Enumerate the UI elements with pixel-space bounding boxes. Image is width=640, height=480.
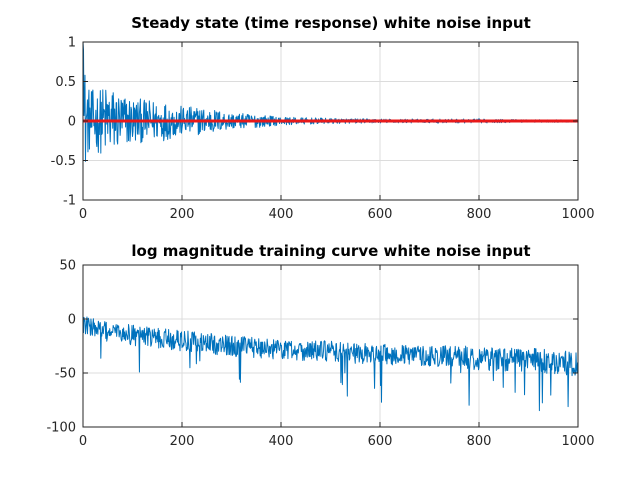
x-tick-label: 600 — [368, 434, 393, 449]
series-log-magnitude — [82, 316, 579, 412]
y-tick-label: 0.5 — [55, 75, 76, 90]
x-tick-label: 0 — [79, 434, 87, 449]
y-tick-label: -1 — [63, 194, 76, 209]
x-tick-label: 400 — [269, 434, 294, 449]
x-tick-label: 400 — [269, 207, 294, 222]
x-tick-label: 200 — [170, 207, 195, 222]
x-tick-label: 800 — [467, 434, 492, 449]
chart-time-response: Steady state (time response) white noise… — [51, 14, 595, 222]
y-tick-label: 50 — [59, 259, 76, 274]
chart-log-magnitude: log magnitude training curve white noise… — [46, 242, 594, 449]
y-tick-label: -100 — [46, 421, 76, 436]
y-tick-label: -50 — [55, 367, 76, 382]
plot-area-2 — [83, 265, 578, 427]
x-tick-label: 1000 — [561, 434, 594, 449]
axes-frame-2 — [82, 264, 579, 428]
x-tick-label: 1000 — [561, 207, 594, 222]
y-tick-label: 1 — [68, 36, 76, 51]
x-tick-label: 600 — [368, 207, 393, 222]
x-tick-label: 200 — [170, 434, 195, 449]
y-tick-label: -0.5 — [51, 154, 76, 169]
y-tick-label: 0 — [68, 115, 76, 130]
x-tick-label: 0 — [79, 207, 87, 222]
x-tick-label: 800 — [467, 207, 492, 222]
y-tick-label: 0 — [68, 313, 76, 328]
chart-time-response-title: Steady state (time response) white noise… — [131, 14, 531, 32]
chart-log-magnitude-title: log magnitude training curve white noise… — [131, 242, 530, 260]
